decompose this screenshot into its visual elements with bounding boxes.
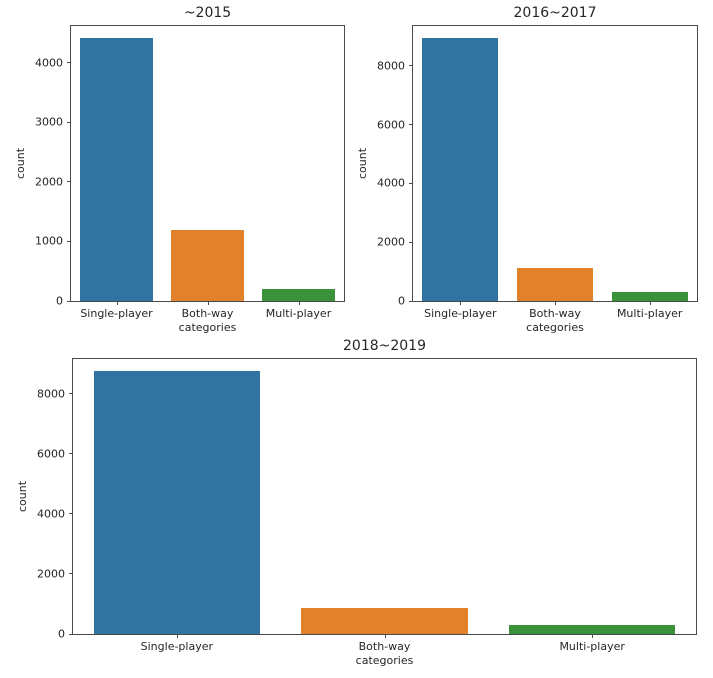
- y-tick-label: 0: [398, 294, 405, 308]
- y-tick-mark: [409, 65, 413, 67]
- bar-multi-player: [611, 292, 688, 301]
- bar-both-way: [301, 608, 468, 634]
- y-tick-mark: [69, 393, 73, 395]
- y-tick-mark: [69, 573, 73, 575]
- y-axis-label-text: count: [16, 480, 30, 513]
- bar-single-player: [80, 37, 153, 301]
- bar-single-player: [422, 37, 499, 301]
- subplot-2016-2017: 2016~2017 count categories 0 2000 4000 6000…: [357, 5, 698, 333]
- y-axis-label: count: [14, 26, 28, 301]
- y-tick-label: 0: [58, 627, 65, 641]
- chart-title: 2016~2017: [513, 5, 597, 21]
- x-tick-label: Multi-player: [265, 307, 332, 320]
- y-tick-mark: [409, 182, 413, 184]
- y-tick-mark: [67, 240, 71, 242]
- y-tick-mark: [69, 633, 73, 635]
- y-tick-mark: [69, 513, 73, 515]
- y-tick-label: 4000: [377, 176, 405, 190]
- y-tick-mark: [67, 181, 71, 183]
- x-tick-label: Both-way: [181, 307, 234, 320]
- bar-multi-player: [509, 624, 676, 634]
- y-tick-label: 6000: [37, 447, 65, 461]
- x-tick-mark: [116, 301, 118, 305]
- bar-multi-player: [262, 288, 335, 301]
- y-tick-label: 1000: [35, 234, 63, 248]
- y-tick-label: 3000: [35, 115, 63, 129]
- y-tick-label: 0: [56, 294, 63, 308]
- subplot-2018-2019: 2018~2019 count categories 0 2000 4000 6000…: [17, 338, 697, 666]
- y-tick-label: 8000: [37, 387, 65, 401]
- x-tick-mark: [384, 634, 386, 638]
- chart-title: ~2015: [183, 5, 232, 21]
- x-tick-mark: [460, 301, 462, 305]
- x-tick-mark: [649, 301, 651, 305]
- y-axis-label-text: count: [356, 147, 370, 180]
- y-tick-label: 6000: [377, 118, 405, 132]
- y-tick-label: 2000: [377, 235, 405, 249]
- x-tick-label: Both-way: [358, 640, 411, 653]
- y-tick-mark: [67, 300, 71, 302]
- x-tick-mark: [298, 301, 300, 305]
- y-tick-label: 8000: [377, 59, 405, 73]
- y-tick-label: 4000: [35, 56, 63, 70]
- y-tick-label: 2000: [37, 567, 65, 581]
- y-axis-label: count: [356, 26, 370, 301]
- x-tick-label: Multi-player: [559, 640, 625, 653]
- y-tick-mark: [69, 453, 73, 455]
- x-axis-label: categories: [355, 654, 414, 667]
- x-tick-label: Both-way: [529, 307, 581, 320]
- y-tick-mark: [409, 241, 413, 243]
- subplot-2015: ~2015 count categories 0 1000 2000 3000 4000…: [15, 5, 345, 333]
- y-tick-mark: [67, 62, 71, 64]
- x-axis-label: categories: [526, 321, 584, 334]
- y-tick-mark: [409, 124, 413, 126]
- x-tick-mark: [207, 301, 209, 305]
- y-axis-label: count: [16, 359, 30, 634]
- x-axis-label: categories: [178, 321, 237, 334]
- y-tick-mark: [409, 300, 413, 302]
- bar-both-way: [171, 229, 244, 301]
- y-tick-label: 2000: [35, 175, 63, 189]
- bar-single-player: [93, 371, 260, 634]
- y-tick-label: 4000: [37, 507, 65, 521]
- bar-both-way: [517, 268, 593, 301]
- x-tick-label: Single-player: [424, 307, 497, 320]
- x-tick-mark: [592, 634, 594, 638]
- x-tick-label: Single-player: [140, 640, 214, 653]
- chart-title: 2018~2019: [343, 338, 426, 354]
- x-tick-mark: [176, 634, 178, 638]
- x-tick-label: Single-player: [80, 307, 153, 320]
- x-tick-mark: [555, 301, 556, 305]
- x-tick-label: Multi-player: [616, 307, 683, 320]
- y-axis-label-text: count: [14, 147, 28, 180]
- y-tick-mark: [67, 121, 71, 123]
